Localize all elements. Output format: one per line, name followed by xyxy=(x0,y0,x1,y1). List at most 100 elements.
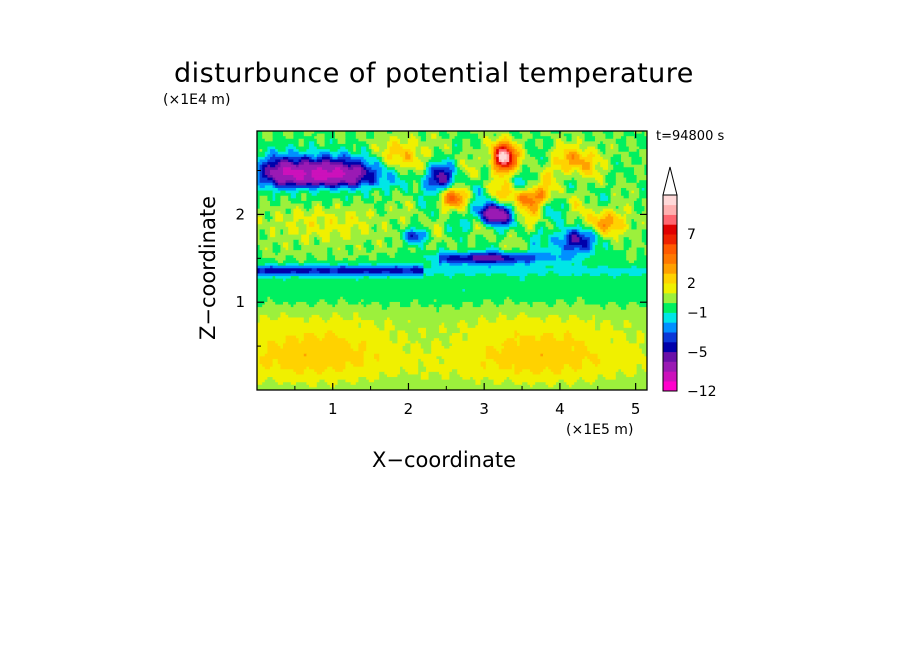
field-cell xyxy=(579,237,583,241)
field-cell xyxy=(475,237,487,241)
field-cell xyxy=(436,206,443,210)
field-cell xyxy=(283,232,289,236)
field-cell xyxy=(608,159,612,163)
field-cell xyxy=(483,211,487,215)
field-cell xyxy=(387,374,398,378)
field-cell xyxy=(636,175,647,179)
field-cell xyxy=(257,333,305,337)
field-cell xyxy=(462,195,469,199)
field-cell xyxy=(597,232,601,236)
field-cell xyxy=(636,143,647,148)
field-cell xyxy=(452,172,458,176)
field-cell xyxy=(628,247,638,251)
field-cell xyxy=(259,159,268,163)
field-cell xyxy=(371,146,380,150)
field-cell xyxy=(605,211,614,215)
field-cell xyxy=(626,213,647,218)
field-cell xyxy=(337,219,346,223)
field-cell xyxy=(488,320,497,324)
field-cell xyxy=(493,162,497,166)
field-cell xyxy=(426,229,432,233)
field-cell xyxy=(514,213,518,218)
field-cell xyxy=(433,154,456,158)
field-cell xyxy=(257,172,261,176)
field-cell xyxy=(277,260,284,264)
field-cell xyxy=(514,216,518,220)
field-cell xyxy=(579,151,591,155)
field-cell xyxy=(579,167,583,171)
field-cell xyxy=(493,358,583,363)
field-cell xyxy=(615,239,619,243)
field-cell xyxy=(270,172,284,176)
field-cell xyxy=(592,208,604,212)
field-cell xyxy=(303,162,310,166)
field-cell xyxy=(636,224,647,228)
field-cell xyxy=(340,206,375,210)
field-cell xyxy=(574,221,583,225)
field-cell xyxy=(498,366,513,370)
field-cell xyxy=(506,180,510,184)
field-cell xyxy=(493,133,497,137)
field-cell xyxy=(423,273,427,277)
field-cell xyxy=(475,382,482,386)
field-cell xyxy=(332,304,336,308)
field-cell xyxy=(275,219,284,223)
field-cell xyxy=(493,169,497,174)
field-cell xyxy=(309,304,315,308)
field-cell xyxy=(543,195,547,199)
field-cell xyxy=(262,304,292,308)
field-cell xyxy=(483,187,487,192)
field-cell xyxy=(613,167,635,171)
field-cell xyxy=(257,162,263,166)
field-cell xyxy=(433,146,440,150)
field-cell xyxy=(322,317,331,321)
field-cell xyxy=(368,276,388,280)
field-cell xyxy=(280,364,346,368)
field-cell xyxy=(530,154,547,158)
field-cell xyxy=(267,175,274,179)
field-cell xyxy=(610,239,617,243)
field-cell xyxy=(579,156,593,161)
field-cell xyxy=(491,143,497,148)
field-cell xyxy=(587,219,601,223)
field-cell xyxy=(641,159,647,163)
field-cell xyxy=(498,154,508,158)
field-cell xyxy=(293,175,305,179)
field-cell xyxy=(628,237,643,241)
field-cell xyxy=(301,247,328,251)
field-cell xyxy=(465,273,476,277)
field-cell xyxy=(374,244,380,249)
field-cell xyxy=(374,211,378,215)
field-cell xyxy=(270,203,281,207)
field-cell xyxy=(413,229,427,233)
field-cell xyxy=(582,219,586,223)
field-cell xyxy=(582,200,586,205)
field-cell xyxy=(407,333,422,337)
field-cell xyxy=(537,206,541,210)
field-cell xyxy=(327,257,336,262)
field-cell xyxy=(345,219,359,223)
field-cell xyxy=(322,162,331,166)
field-cell xyxy=(592,133,606,137)
field-cell xyxy=(639,154,647,158)
field-cell xyxy=(636,333,645,337)
field-cell xyxy=(493,232,500,236)
field-cell xyxy=(314,206,323,210)
field-cell xyxy=(519,193,539,197)
field-cell xyxy=(314,131,336,135)
field-cell xyxy=(597,162,601,166)
field-cell xyxy=(498,198,515,202)
field-cell xyxy=(491,224,510,228)
field-cell xyxy=(441,239,445,243)
field-cell xyxy=(309,320,326,324)
colorbar-tick-label: 2 xyxy=(687,276,696,292)
field-cell xyxy=(543,232,554,236)
field-cell xyxy=(309,141,315,145)
field-cell xyxy=(530,304,534,308)
field-cell xyxy=(262,221,287,225)
field-cell xyxy=(348,257,357,262)
field-cell xyxy=(514,364,565,368)
field-cell xyxy=(610,162,617,166)
field-cell xyxy=(636,141,647,145)
field-cell xyxy=(517,260,526,264)
